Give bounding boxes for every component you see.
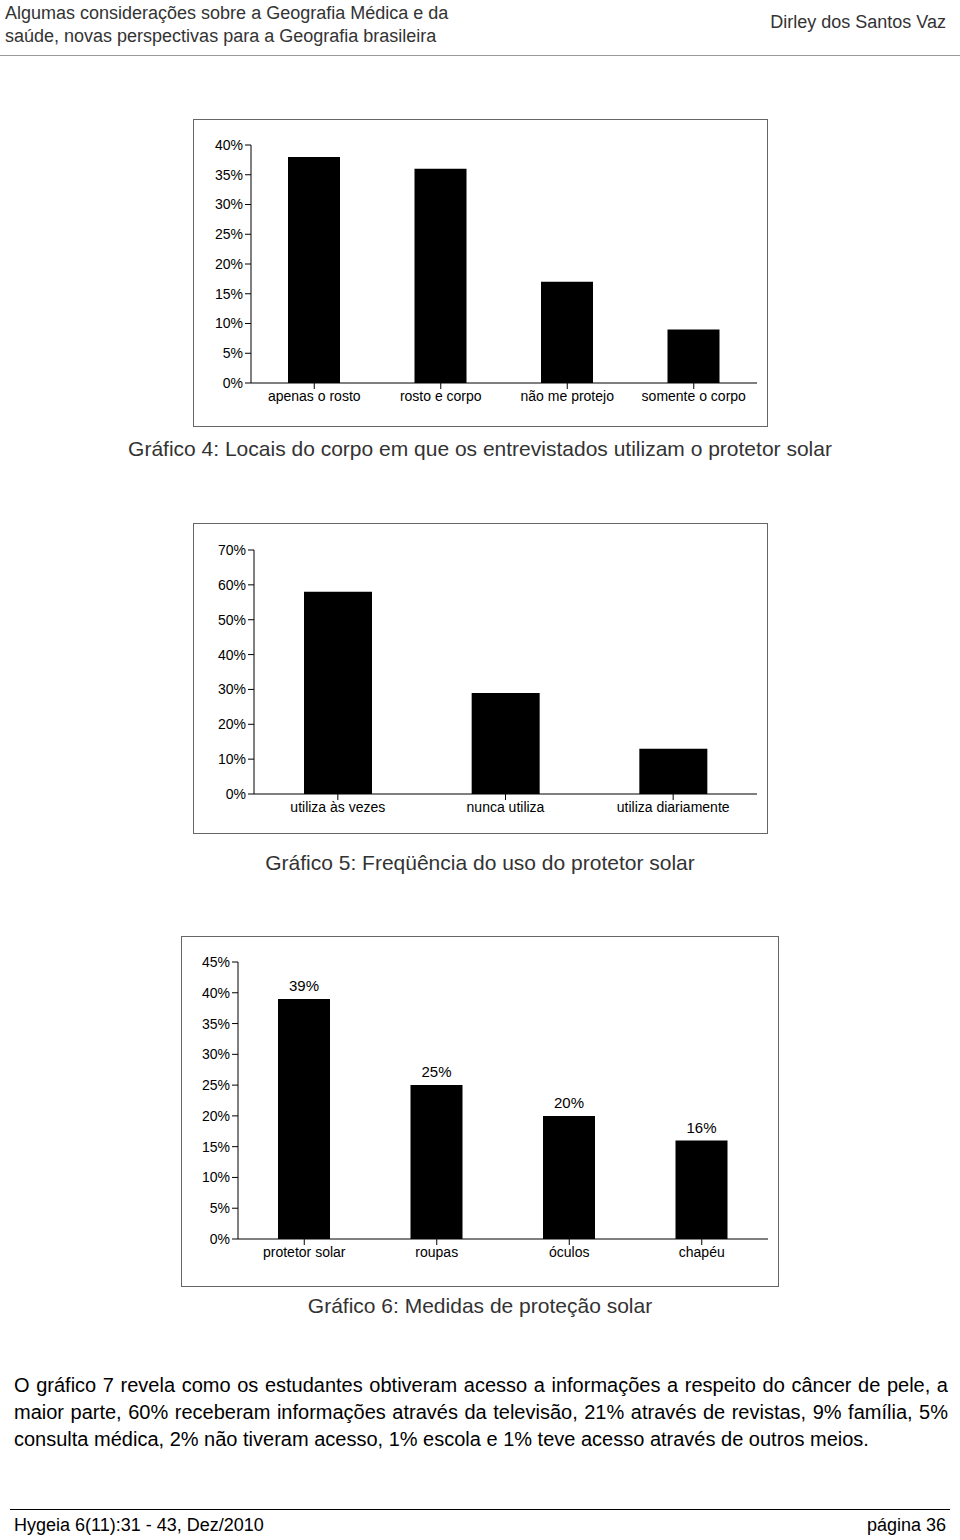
svg-text:25%: 25% [421,1063,451,1080]
svg-text:50%: 50% [218,612,246,628]
svg-text:30%: 30% [215,196,243,212]
svg-text:apenas o rosto: apenas o rosto [268,388,361,404]
html-text:Gráfico 4: Locais do corpo em: Gráfico 4: Locais do corpo em que os ent… [128,437,832,460]
svg-text:70%: 70% [218,542,246,558]
svg-text:25%: 25% [215,226,243,242]
svg-text:40%: 40% [215,137,243,153]
svg-text:5%: 5% [210,1200,230,1216]
svg-text:óculos: óculos [549,1244,589,1260]
svg-text:0%: 0% [210,1231,230,1247]
svg-text:20%: 20% [554,1094,584,1111]
svg-text:15%: 15% [215,286,243,302]
html-text:Gráfico 5: Freqüência do uso d: Gráfico 5: Freqüência do uso do protetor… [265,851,695,874]
html-text:Dirley dos Santos Vaz: Dirley dos Santos Vaz [770,12,946,32]
svg-text:10%: 10% [218,751,246,767]
svg-text:chapéu: chapéu [679,1244,725,1260]
svg-text:40%: 40% [202,985,230,1001]
svg-text:35%: 35% [202,1016,230,1032]
svg-text:5%: 5% [223,345,243,361]
svg-text:protetor solar: protetor solar [263,1244,346,1260]
html-text:saúde, novas perspectivas para: saúde, novas perspectivas para a Geograf… [5,26,437,46]
svg-text:utiliza às vezes: utiliza às vezes [290,799,385,815]
html-text:O gráfico 7 revela como os est: O gráfico 7 revela como os estudantes ob… [14,1374,948,1450]
svg-text:30%: 30% [202,1046,230,1062]
svg-text:60%: 60% [218,577,246,593]
svg-text:10%: 10% [215,315,243,331]
svg-text:40%: 40% [218,647,246,663]
svg-text:10%: 10% [202,1169,230,1185]
html-text:Hygeia 6(11):31 - 43, Dez/2010: Hygeia 6(11):31 - 43, Dez/2010 [14,1515,264,1535]
svg-text:15%: 15% [202,1139,230,1155]
svg-text:0%: 0% [226,786,246,802]
svg-text:25%: 25% [202,1077,230,1093]
svg-text:20%: 20% [215,256,243,272]
html-text:Gráfico 6: Medidas de proteção: Gráfico 6: Medidas de proteção solar [307,1294,653,1317]
html-text:página 36: página 36 [866,1515,946,1535]
svg-text:rosto e corpo: rosto e corpo [400,388,482,404]
svg-text:39%: 39% [289,977,319,994]
html-text:Algumas considerações sobre a: Algumas considerações sobre a Geografia … [5,3,449,23]
svg-text:utiliza diariamente: utiliza diariamente [617,799,730,815]
svg-text:roupas: roupas [415,1244,458,1260]
svg-text:16%: 16% [686,1119,716,1136]
svg-text:35%: 35% [215,167,243,183]
svg-text:45%: 45% [202,954,230,970]
svg-text:não me protejo: não me protejo [521,388,615,404]
svg-text:30%: 30% [218,681,246,697]
svg-text:20%: 20% [202,1108,230,1124]
svg-text:0%: 0% [223,375,243,391]
svg-text:nunca utiliza: nunca utiliza [467,799,545,815]
svg-text:20%: 20% [218,716,246,732]
svg-text:somente o corpo: somente o corpo [642,388,746,404]
